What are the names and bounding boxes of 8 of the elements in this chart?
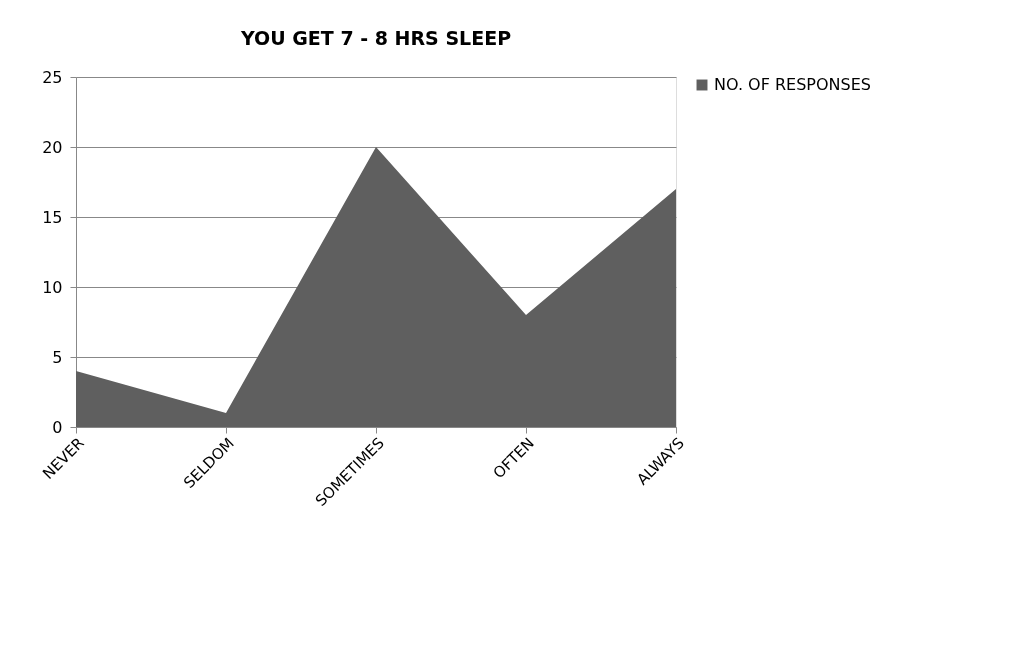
y-tick-label: 15 — [42, 207, 63, 227]
legend-label: NO. OF RESPONSES — [714, 75, 871, 94]
y-tick-label: 20 — [42, 137, 63, 157]
y-tick-label: 0 — [52, 417, 63, 437]
y-tick-label: 25 — [42, 67, 63, 87]
y-tick-label: 5 — [52, 347, 63, 367]
chart-title: YOU GET 7 - 8 HRS SLEEP — [239, 27, 512, 49]
y-tick-label: 10 — [42, 277, 63, 297]
